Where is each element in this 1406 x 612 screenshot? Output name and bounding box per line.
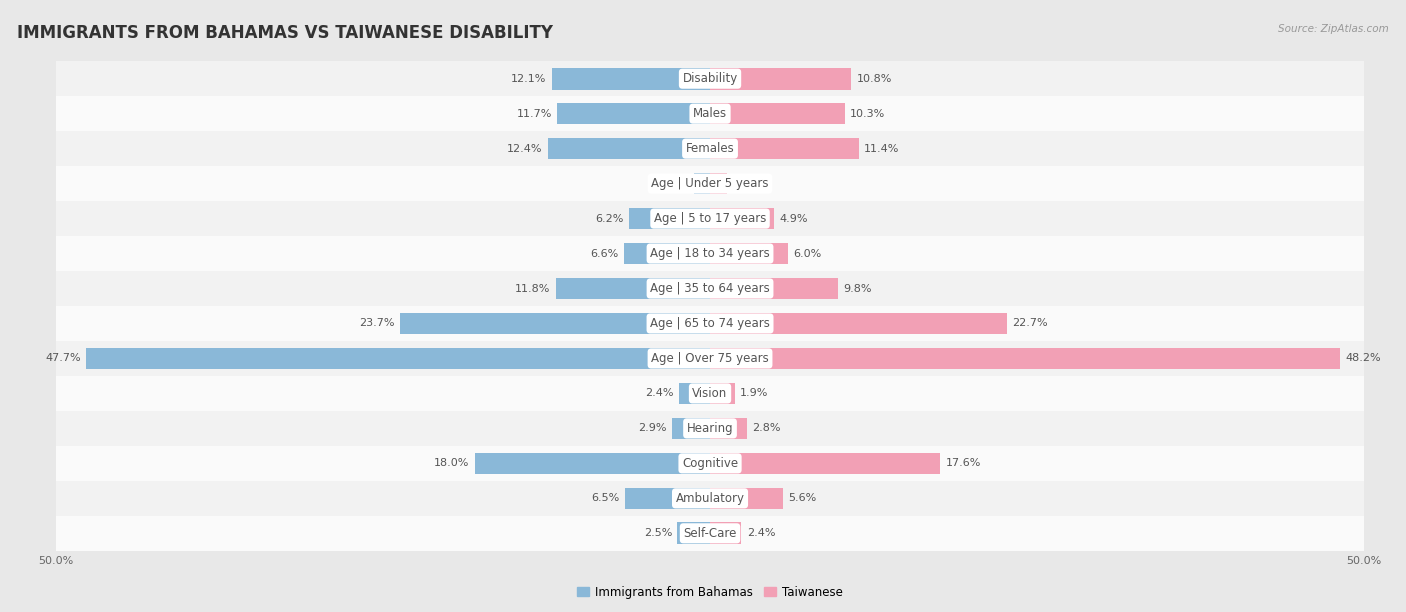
Bar	[695, 173, 710, 195]
Text: 12.4%: 12.4%	[508, 144, 543, 154]
Bar	[624, 243, 710, 264]
Bar	[679, 382, 710, 405]
Text: 18.0%: 18.0%	[434, 458, 470, 468]
Text: Age | Under 5 years: Age | Under 5 years	[651, 177, 769, 190]
Text: Cognitive: Cognitive	[682, 457, 738, 470]
Bar	[710, 243, 789, 264]
Bar	[56, 96, 1364, 131]
Text: Source: ZipAtlas.com: Source: ZipAtlas.com	[1278, 24, 1389, 34]
Bar	[56, 516, 1364, 551]
Text: 6.6%: 6.6%	[591, 248, 619, 258]
Bar	[86, 348, 710, 369]
Text: 4.9%: 4.9%	[779, 214, 808, 223]
Text: 47.7%: 47.7%	[45, 354, 82, 364]
Bar	[710, 348, 1340, 369]
Legend: Immigrants from Bahamas, Taiwanese: Immigrants from Bahamas, Taiwanese	[572, 581, 848, 603]
Text: 1.2%: 1.2%	[661, 179, 689, 188]
Bar	[710, 417, 747, 439]
Text: Age | 18 to 34 years: Age | 18 to 34 years	[650, 247, 770, 260]
Bar	[710, 488, 783, 509]
Text: 22.7%: 22.7%	[1012, 318, 1047, 329]
Bar	[710, 173, 727, 195]
Text: Age | 65 to 74 years: Age | 65 to 74 years	[650, 317, 770, 330]
Bar	[475, 452, 710, 474]
Bar	[555, 278, 710, 299]
Text: 11.4%: 11.4%	[865, 144, 900, 154]
Text: Age | Over 75 years: Age | Over 75 years	[651, 352, 769, 365]
Bar	[56, 61, 1364, 96]
Bar	[551, 68, 710, 89]
Bar	[56, 376, 1364, 411]
Bar	[56, 411, 1364, 446]
Bar	[678, 523, 710, 544]
Text: 6.0%: 6.0%	[794, 248, 823, 258]
Text: Hearing: Hearing	[686, 422, 734, 435]
Bar	[56, 131, 1364, 166]
Text: Vision: Vision	[692, 387, 728, 400]
Text: 1.3%: 1.3%	[733, 179, 761, 188]
Text: 9.8%: 9.8%	[844, 283, 872, 294]
Text: 2.8%: 2.8%	[752, 424, 780, 433]
Text: 5.6%: 5.6%	[789, 493, 817, 503]
Text: 2.5%: 2.5%	[644, 528, 672, 539]
Text: 2.4%: 2.4%	[747, 528, 775, 539]
Text: Ambulatory: Ambulatory	[675, 492, 745, 505]
Bar	[710, 68, 851, 89]
Bar	[626, 488, 710, 509]
Bar	[672, 417, 710, 439]
Bar	[56, 306, 1364, 341]
Text: 11.7%: 11.7%	[516, 109, 551, 119]
Text: 10.8%: 10.8%	[856, 73, 891, 84]
Text: 48.2%: 48.2%	[1346, 354, 1381, 364]
Text: 10.3%: 10.3%	[851, 109, 886, 119]
Bar	[56, 446, 1364, 481]
Text: Disability: Disability	[682, 72, 738, 85]
Bar	[56, 481, 1364, 516]
Bar	[56, 271, 1364, 306]
Bar	[557, 103, 710, 124]
Text: 12.1%: 12.1%	[512, 73, 547, 84]
Bar	[628, 207, 710, 230]
Text: 2.4%: 2.4%	[645, 389, 673, 398]
Text: 1.9%: 1.9%	[740, 389, 769, 398]
Text: 11.8%: 11.8%	[515, 283, 551, 294]
Bar	[710, 452, 941, 474]
Bar	[56, 201, 1364, 236]
Text: 6.5%: 6.5%	[592, 493, 620, 503]
Bar	[401, 313, 710, 334]
Bar	[56, 166, 1364, 201]
Bar	[710, 207, 775, 230]
Bar	[710, 313, 1007, 334]
Bar	[710, 103, 845, 124]
Text: Age | 5 to 17 years: Age | 5 to 17 years	[654, 212, 766, 225]
Bar	[56, 341, 1364, 376]
Text: Males: Males	[693, 107, 727, 120]
Text: Self-Care: Self-Care	[683, 527, 737, 540]
Bar	[710, 382, 735, 405]
Bar	[56, 236, 1364, 271]
Bar	[548, 138, 710, 160]
Bar	[710, 278, 838, 299]
Text: 17.6%: 17.6%	[945, 458, 981, 468]
Text: IMMIGRANTS FROM BAHAMAS VS TAIWANESE DISABILITY: IMMIGRANTS FROM BAHAMAS VS TAIWANESE DIS…	[17, 24, 553, 42]
Text: Females: Females	[686, 142, 734, 155]
Bar	[710, 138, 859, 160]
Text: Age | 35 to 64 years: Age | 35 to 64 years	[650, 282, 770, 295]
Bar	[710, 523, 741, 544]
Text: 2.9%: 2.9%	[638, 424, 666, 433]
Text: 23.7%: 23.7%	[360, 318, 395, 329]
Text: 6.2%: 6.2%	[595, 214, 624, 223]
